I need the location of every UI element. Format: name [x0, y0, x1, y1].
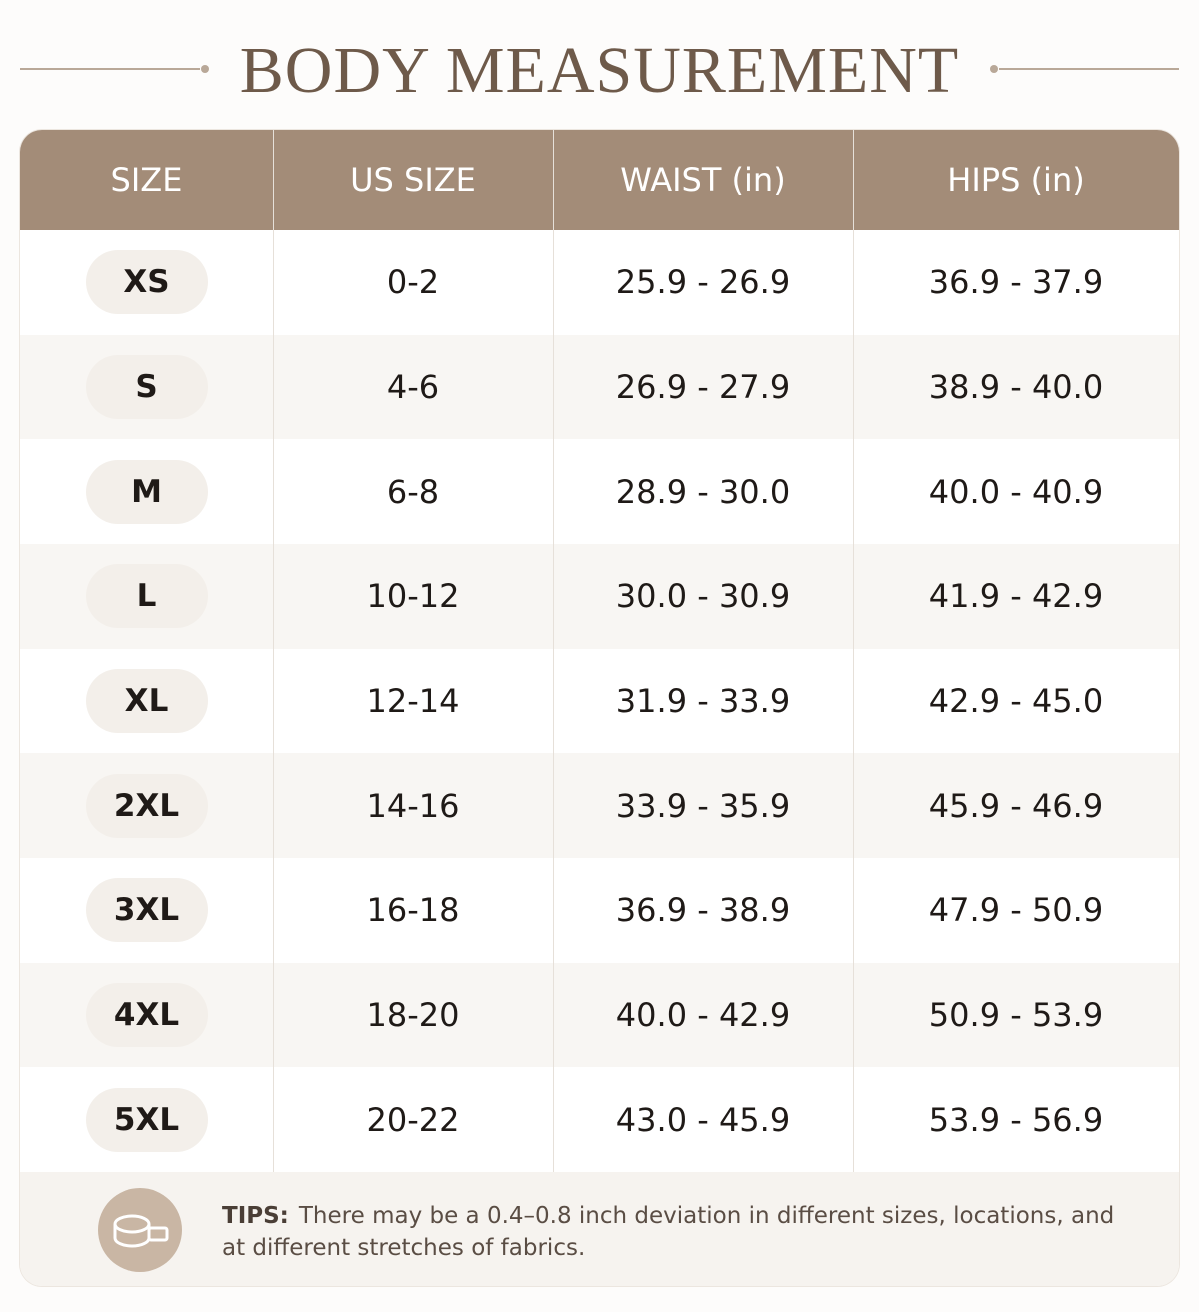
- table-row: XS 0-2 25.9 - 26.9 36.9 - 37.9: [20, 230, 1179, 335]
- table-cell: 4XL: [20, 963, 273, 1068]
- tips-body: There may be a 0.4–0.8 inch deviation in…: [222, 1203, 1115, 1261]
- table-cell: 4-6: [386, 367, 440, 406]
- size-pill: M: [85, 459, 208, 524]
- size-table: SIZE US SIZE WAIST (in) HIPS (in) TIPS: Ther…: [20, 130, 1179, 1286]
- table-row: 5XL 20-22 43.0 - 45.9 53.9 - 56.9: [20, 1067, 1179, 1172]
- column-header: WAIST (in): [620, 161, 786, 199]
- table-cell: 3XL: [20, 858, 273, 963]
- table-row: 3XL 16-18 36.9 - 38.9 47.9 - 50.9: [20, 858, 1179, 963]
- size-pill: L: [85, 564, 208, 629]
- table-row: 4XL 18-20 40.0 - 42.9 50.9 - 53.9: [20, 962, 1179, 1068]
- table-cell: 30.0 - 30.9: [615, 577, 791, 616]
- table-row: S 4-6 26.9 - 27.9 38.9 - 40.0: [20, 334, 1179, 440]
- column-divider: [553, 130, 554, 1172]
- icon-part: [147, 1226, 169, 1242]
- title: BODY MEASUREMENT: [239, 34, 960, 107]
- table-cell: XS: [20, 230, 273, 335]
- tips-text: TIPS: There may be a 0.4–0.8 inch deviati…: [222, 1200, 1122, 1264]
- table-cell: 18-20: [366, 995, 460, 1034]
- table-cell: 12-14: [366, 681, 460, 720]
- table-cell: 26.9 - 27.9: [615, 367, 791, 406]
- table-cell: 25.9 - 26.9: [615, 263, 791, 302]
- table-cell: 5XL: [20, 1067, 273, 1172]
- column-header: SIZE: [110, 161, 183, 199]
- dot: [990, 65, 998, 73]
- size-pill: 3XL: [85, 878, 208, 943]
- table-header: SIZE US SIZE WAIST (in) HIPS (in): [20, 130, 1179, 230]
- table-cell: 28.9 - 30.0: [615, 472, 791, 511]
- table-cell: XL: [20, 649, 273, 754]
- column-header: US SIZE: [350, 161, 476, 199]
- table-cell: 20-22: [366, 1100, 460, 1139]
- table-cell: 53.9 - 56.9: [928, 1100, 1104, 1139]
- table-cell: 41.9 - 42.9: [928, 577, 1104, 616]
- size-pill: 5XL: [85, 1087, 208, 1152]
- table-cell: 40.0 - 42.9: [615, 995, 791, 1034]
- table-cell: 40.0 - 40.9: [928, 472, 1104, 511]
- table-cell: S: [20, 335, 273, 440]
- table-cell: M: [20, 439, 273, 544]
- tape-icon: [98, 1188, 182, 1272]
- table-cell: 36.9 - 37.9: [928, 263, 1104, 302]
- table-cell: 6-8: [386, 472, 440, 511]
- table-cell: 10-12: [366, 577, 460, 616]
- table-cell: 38.9 - 40.0: [928, 367, 1104, 406]
- table-row: M 6-8 28.9 - 30.0 40.0 - 40.9: [20, 439, 1179, 544]
- size-pill: 4XL: [85, 982, 208, 1047]
- column-header: HIPS (in): [947, 161, 1085, 199]
- table-cell: 31.9 - 33.9: [615, 681, 791, 720]
- tips-label: TIPS:: [222, 1203, 289, 1229]
- table-cell: 14-16: [366, 786, 460, 825]
- size-pill: XS: [85, 250, 208, 315]
- column-divider: [273, 130, 274, 1172]
- table-row: XL 12-14 31.9 - 33.9 42.9 - 45.0: [20, 648, 1179, 754]
- table-cell: 47.9 - 50.9: [928, 891, 1104, 930]
- table-row: L 10-12 30.0 - 30.9 41.9 - 42.9: [20, 544, 1179, 649]
- table-cell: 42.9 - 45.0: [928, 681, 1104, 720]
- table-cell: 36.9 - 38.9: [615, 891, 791, 930]
- table-row: 2XL 14-16 33.9 - 35.9 45.9 - 46.9: [20, 753, 1179, 858]
- size-pill: S: [85, 354, 208, 419]
- size-pill: XL: [85, 668, 208, 733]
- table-cell: 33.9 - 35.9: [615, 786, 791, 825]
- tips: TIPS: There may be a 0.4–0.8 inch deviati…: [20, 1172, 1179, 1286]
- table-cell: 43.0 - 45.9: [615, 1100, 791, 1139]
- dot: [201, 65, 209, 73]
- table-cell: 2XL: [20, 753, 273, 858]
- table-cell: L: [20, 544, 273, 649]
- size-pill: 2XL: [85, 773, 208, 838]
- table-cell: 45.9 - 46.9: [928, 786, 1104, 825]
- table-cell: 16-18: [366, 891, 460, 930]
- column-divider: [853, 130, 854, 1172]
- table-cell: 50.9 - 53.9: [928, 995, 1104, 1034]
- title-decoration: [20, 65, 1179, 73]
- table-cell: 0-2: [386, 263, 440, 302]
